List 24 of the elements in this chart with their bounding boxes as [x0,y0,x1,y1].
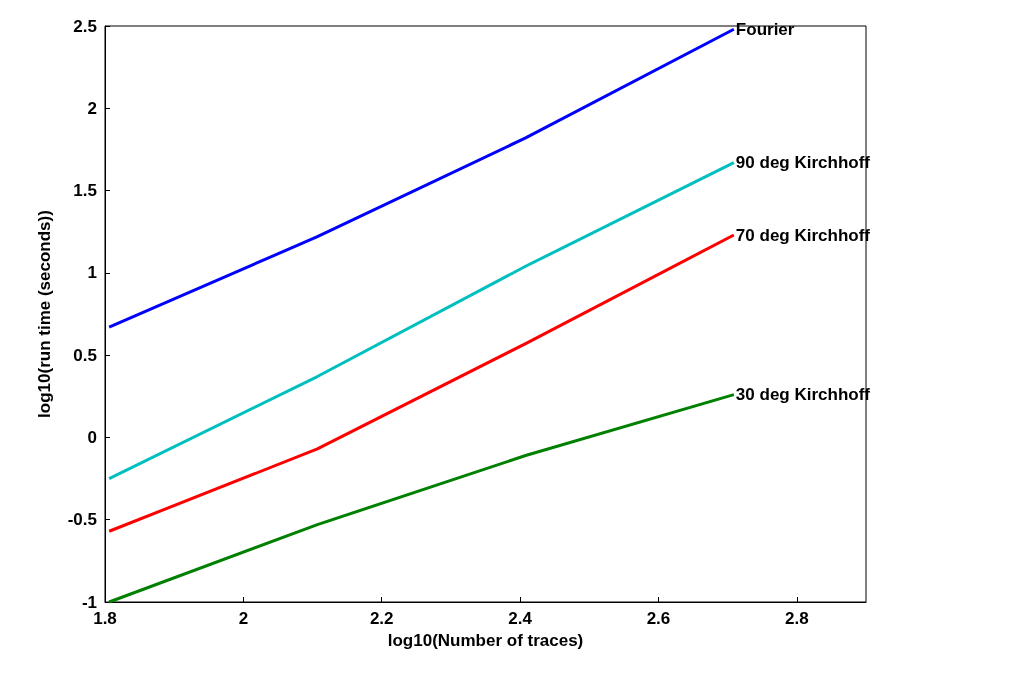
line-series [107,161,736,481]
series-label: 90 deg Kirchhoff [735,153,871,173]
x-axis-title: log10(Number of traces) [387,631,584,650]
series-label: 30 deg Kirchhoff [735,385,871,405]
x-tick-label: 2.6 [646,609,671,628]
y-tick-label: -0.5 [67,510,97,530]
x-tick-label: 2.4 [508,609,533,628]
y-axis-title: log10(run time (seconds)) [35,210,54,418]
series-label: 70 deg Kirchhoff [735,225,871,245]
line-series [107,393,736,604]
line-series [107,233,736,533]
y-tick-label: 2.5 [73,16,97,36]
y-tick-label: 0 [87,427,97,447]
x-tick-label: 2 [238,609,249,628]
line-series [107,27,736,329]
y-tick-label: 2 [87,98,97,118]
y-tick-label: 1.5 [73,181,97,201]
x-tick-label: 2.8 [785,609,809,628]
y-tick-label: -1 [81,592,97,612]
y-tick-label: 1 [87,263,97,283]
x-tick-label: 2.2 [369,609,394,628]
series-label: Fourier [735,19,795,39]
y-tick-label: 0.5 [73,345,97,365]
x-tick-label: 1.8 [93,609,117,628]
